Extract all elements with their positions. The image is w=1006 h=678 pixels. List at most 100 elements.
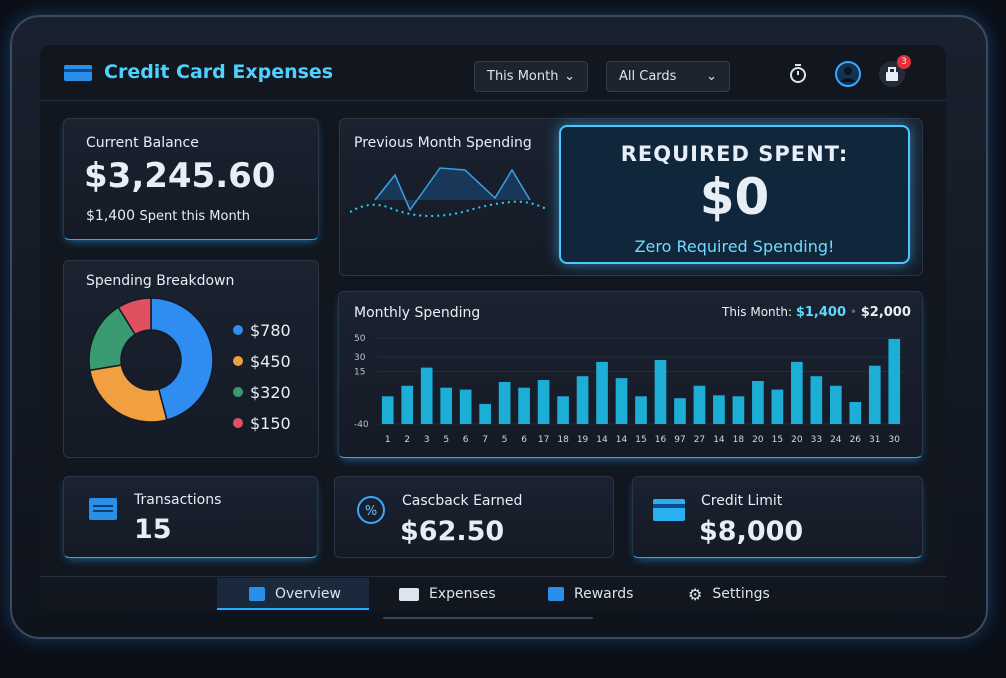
x-tick-label: 5 [443,435,449,445]
x-tick-label: 16 [655,435,667,445]
x-tick-label: 24 [830,435,842,445]
bar [440,387,453,424]
bar [420,367,433,424]
stat-label: Credit Limit [701,493,783,509]
y-tick-label: 50 [354,334,366,344]
x-tick-label: 31 [869,435,880,445]
balance-amount: $3,245.60 [84,156,276,196]
period-dropdown[interactable]: This Month ⌄ [474,61,588,92]
timer-icon[interactable] [786,62,810,86]
required-box [559,125,910,264]
bar [381,396,394,424]
x-tick-label: 20 [752,435,764,445]
x-tick-label: 26 [850,435,862,445]
bar [654,359,667,424]
spent-label: Spent this Month [139,209,251,224]
x-tick-label: 7 [482,435,488,445]
bar [615,378,628,424]
credit-icon [653,499,685,521]
bar [810,376,823,424]
header-divider [40,100,946,101]
x-tick-label: 14 [713,435,725,445]
app-title: Credit Card Expenses [104,61,334,83]
bar [518,387,530,424]
nav-item[interactable]: ⚙ Settings [688,584,770,604]
notification-badge: 3 [897,55,911,69]
legend-label: This Month: [722,305,792,319]
notification-icon[interactable] [878,60,906,88]
bar [596,361,608,424]
legend-dot [233,325,243,335]
x-tick-label: 14 [616,435,628,445]
bar [635,396,647,424]
bar [713,395,725,424]
x-tick-label: 33 [811,435,822,445]
cashback-icon: % [357,496,385,524]
required-label: REQUIRED SPENT: [620,142,849,166]
stat-label: Cascback Earned [402,493,523,509]
legend-value: $320 [250,383,291,402]
spent-amount: $1,400 [86,208,135,224]
x-tick-label: 6 [521,435,527,445]
x-tick-label: 3 [424,435,430,445]
bar [849,402,862,424]
home-bar [383,617,593,619]
x-tick-label: 5 [502,435,508,445]
x-tick-label: 18 [557,435,569,445]
nav-divider [40,576,946,577]
stat-value: $62.50 [400,516,505,547]
x-tick-label: 18 [733,435,745,445]
x-tick-label: 1 [385,435,391,445]
bar [771,389,784,424]
legend-dot [233,418,243,428]
x-tick-label: 19 [577,435,589,445]
required-note: Zero Required Spending! [634,237,835,256]
svg-text:%: % [365,504,377,519]
legend-value: $150 [250,414,291,433]
bar [791,361,803,424]
y-tick-label: 30 [354,353,366,363]
profile-icon[interactable] [834,60,862,88]
cards-dropdown[interactable]: All Cards ⌄ [606,61,730,92]
stat-card [334,476,614,558]
nav-label: Expenses [429,586,496,602]
x-tick-label: 17 [538,435,549,445]
nav-item[interactable]: Rewards [548,578,633,610]
breakdown-title: Spending Breakdown [86,273,235,289]
bar [868,365,881,424]
x-tick-label: 14 [596,435,608,445]
nav-label: Overview [275,586,341,602]
bar [401,385,414,424]
nav-active [217,578,369,610]
x-tick-label: 6 [463,435,469,445]
nav-item[interactable]: Overview [249,578,341,610]
monthly-card [338,291,923,458]
bar [752,381,764,424]
y-tick-label: 15 [354,367,365,377]
stat-label: Transactions [134,492,222,508]
x-tick-label: 97 [674,435,685,445]
x-tick-label: 15 [772,435,783,445]
dropdown-label: All Cards [619,69,677,84]
stat-value: $8,000 [699,516,804,547]
bar [693,385,706,424]
bar [557,396,569,424]
monthly-title: Monthly Spending [354,305,481,321]
balance-label: Current Balance [86,135,199,151]
balance-card [63,118,319,240]
bar [459,389,472,424]
x-tick-label: 15 [635,435,646,445]
stat-value: 15 [134,514,172,545]
bar [674,398,686,424]
y-tick-label: -40 [354,420,369,430]
bar [479,403,491,424]
bar [537,380,550,424]
card-icon [64,65,92,81]
legend-value: $450 [250,352,291,371]
x-tick-label: 20 [791,435,803,445]
x-tick-label: 30 [889,435,901,445]
donut-chart: $780 $450 $320 $150 [88,297,291,433]
nav-item[interactable]: Expenses [399,578,496,610]
x-tick-label: 2 [404,435,410,445]
